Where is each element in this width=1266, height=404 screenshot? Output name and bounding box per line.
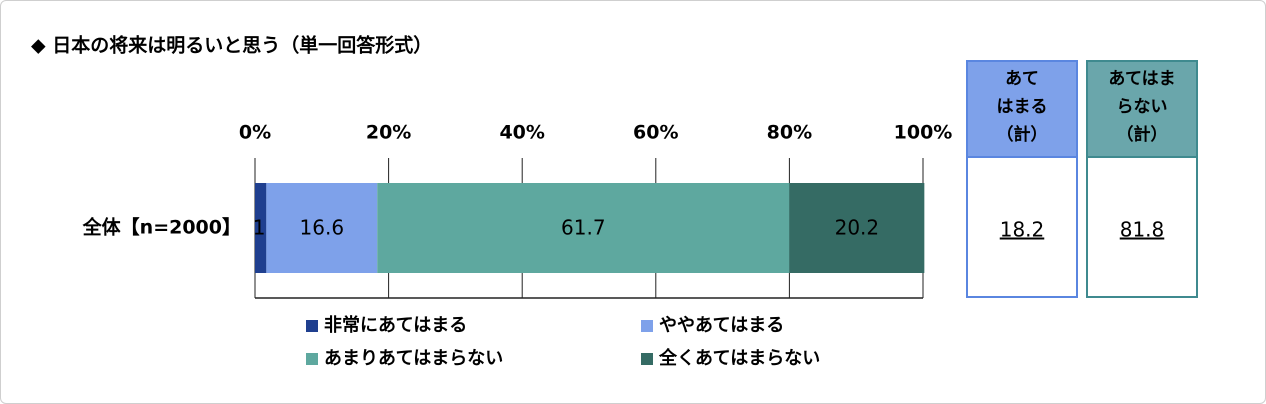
summary-value: 18.2 [1000, 218, 1045, 242]
legend-label: 非常にあてはまる [324, 314, 467, 336]
legend-label: 全くあてはまらない [658, 347, 820, 369]
summary-title-line: （計） [1117, 124, 1168, 145]
chart-title: ◆ 日本の将来は明るいと思う（単一回答形式） [31, 34, 432, 57]
summary-body [966, 156, 1078, 298]
summary-header [966, 60, 1078, 158]
summary-title-line: らない [1117, 97, 1168, 117]
category-label: 全体【n=2000】 [82, 216, 241, 239]
summary-header [1086, 60, 1198, 158]
legend-swatch [641, 320, 653, 332]
summary-title-line: あて [1005, 69, 1039, 89]
x-tick-label: 80% [767, 122, 812, 144]
legend-swatch [306, 320, 318, 332]
legend-label: あまりあてはまらない [324, 348, 503, 369]
summary-title-line: （計） [997, 124, 1048, 145]
summary-body [1086, 156, 1198, 298]
summary-title-line: はまる [997, 97, 1048, 117]
summary-value: 81.8 [1120, 218, 1165, 242]
x-tick-label: 100% [894, 122, 953, 144]
x-tick-label: 60% [633, 122, 678, 144]
summary-title-line: あてはま [1108, 69, 1175, 89]
value-label: 16.6 [300, 216, 345, 240]
x-tick-label: 40% [499, 122, 544, 144]
bar-segment [255, 183, 267, 273]
summary-title: あてはまる （計） [997, 69, 1048, 145]
legend-swatch [641, 353, 653, 365]
value-label: 20.2 [835, 216, 880, 240]
x-tick-label: 0% [239, 122, 271, 144]
value-label: 61.7 [561, 216, 606, 240]
legend-swatch [306, 353, 318, 365]
bar-segment [789, 183, 925, 273]
bar-segment [266, 183, 378, 273]
x-tick-label: 20% [366, 122, 411, 144]
bar-segment [377, 183, 790, 273]
summary-title: あてはまらない （計） [1108, 69, 1175, 145]
legend-label: ややあてはまる [659, 315, 784, 336]
